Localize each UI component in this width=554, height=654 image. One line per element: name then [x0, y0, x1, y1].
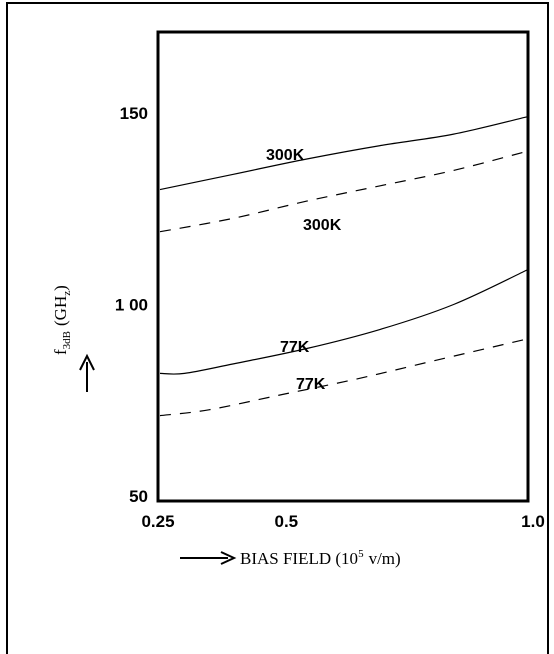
series-line-77k-solid — [159, 269, 528, 375]
y-axis-title-unit-sub: z — [61, 291, 73, 296]
series-line-300k-solid — [159, 116, 528, 191]
series-line-77k-dashed — [159, 338, 528, 417]
y-axis-title-f: f — [51, 349, 70, 355]
up-arrow-icon — [79, 353, 95, 392]
x-tick-label: 0.25 — [141, 512, 174, 531]
curve-label-300k-dashed: 300K — [303, 217, 342, 234]
x-tick-label: 1.0 — [521, 512, 545, 531]
x-axis-title-sup: 5 — [358, 548, 364, 560]
y-tick-labels: 50 1 00 150 — [115, 104, 148, 506]
y-tick-label: 1 00 — [115, 296, 148, 315]
y-axis-title: f3dB (GHz) — [51, 285, 73, 355]
x-tick-labels: 0.25 0.5 1.0 — [141, 512, 544, 531]
y-axis-title-close: ) — [51, 285, 70, 291]
svg-text:f3dB(GHz): f3dB (GHz) — [51, 285, 73, 355]
plot-area-border — [156, 30, 530, 503]
outer-frame — [6, 2, 549, 654]
series-layer — [159, 116, 528, 417]
right-arrow-icon — [180, 551, 237, 565]
x-tick-label: 0.5 — [275, 512, 299, 531]
curve-labels: 300K 300K 77K 77K — [266, 147, 342, 393]
x-axis-title-unit: v/m) — [369, 549, 401, 568]
y-axis-title-unit: (GH — [51, 296, 70, 326]
y-tick-label: 150 — [120, 104, 148, 123]
y-axis-title-sub: 3dB — [61, 331, 73, 349]
curve-label-77k-dashed: 77K — [296, 376, 326, 393]
series-line-300k-dashed — [159, 150, 528, 233]
x-axis-title: BIAS FIELD (105 v/m) — [240, 548, 401, 568]
y-tick-label: 50 — [129, 487, 148, 506]
curve-label-300k-solid: 300K — [266, 147, 305, 164]
curve-label-77k-solid: 77K — [280, 339, 310, 356]
x-axis-title-main: BIAS FIELD (10 — [240, 549, 358, 568]
